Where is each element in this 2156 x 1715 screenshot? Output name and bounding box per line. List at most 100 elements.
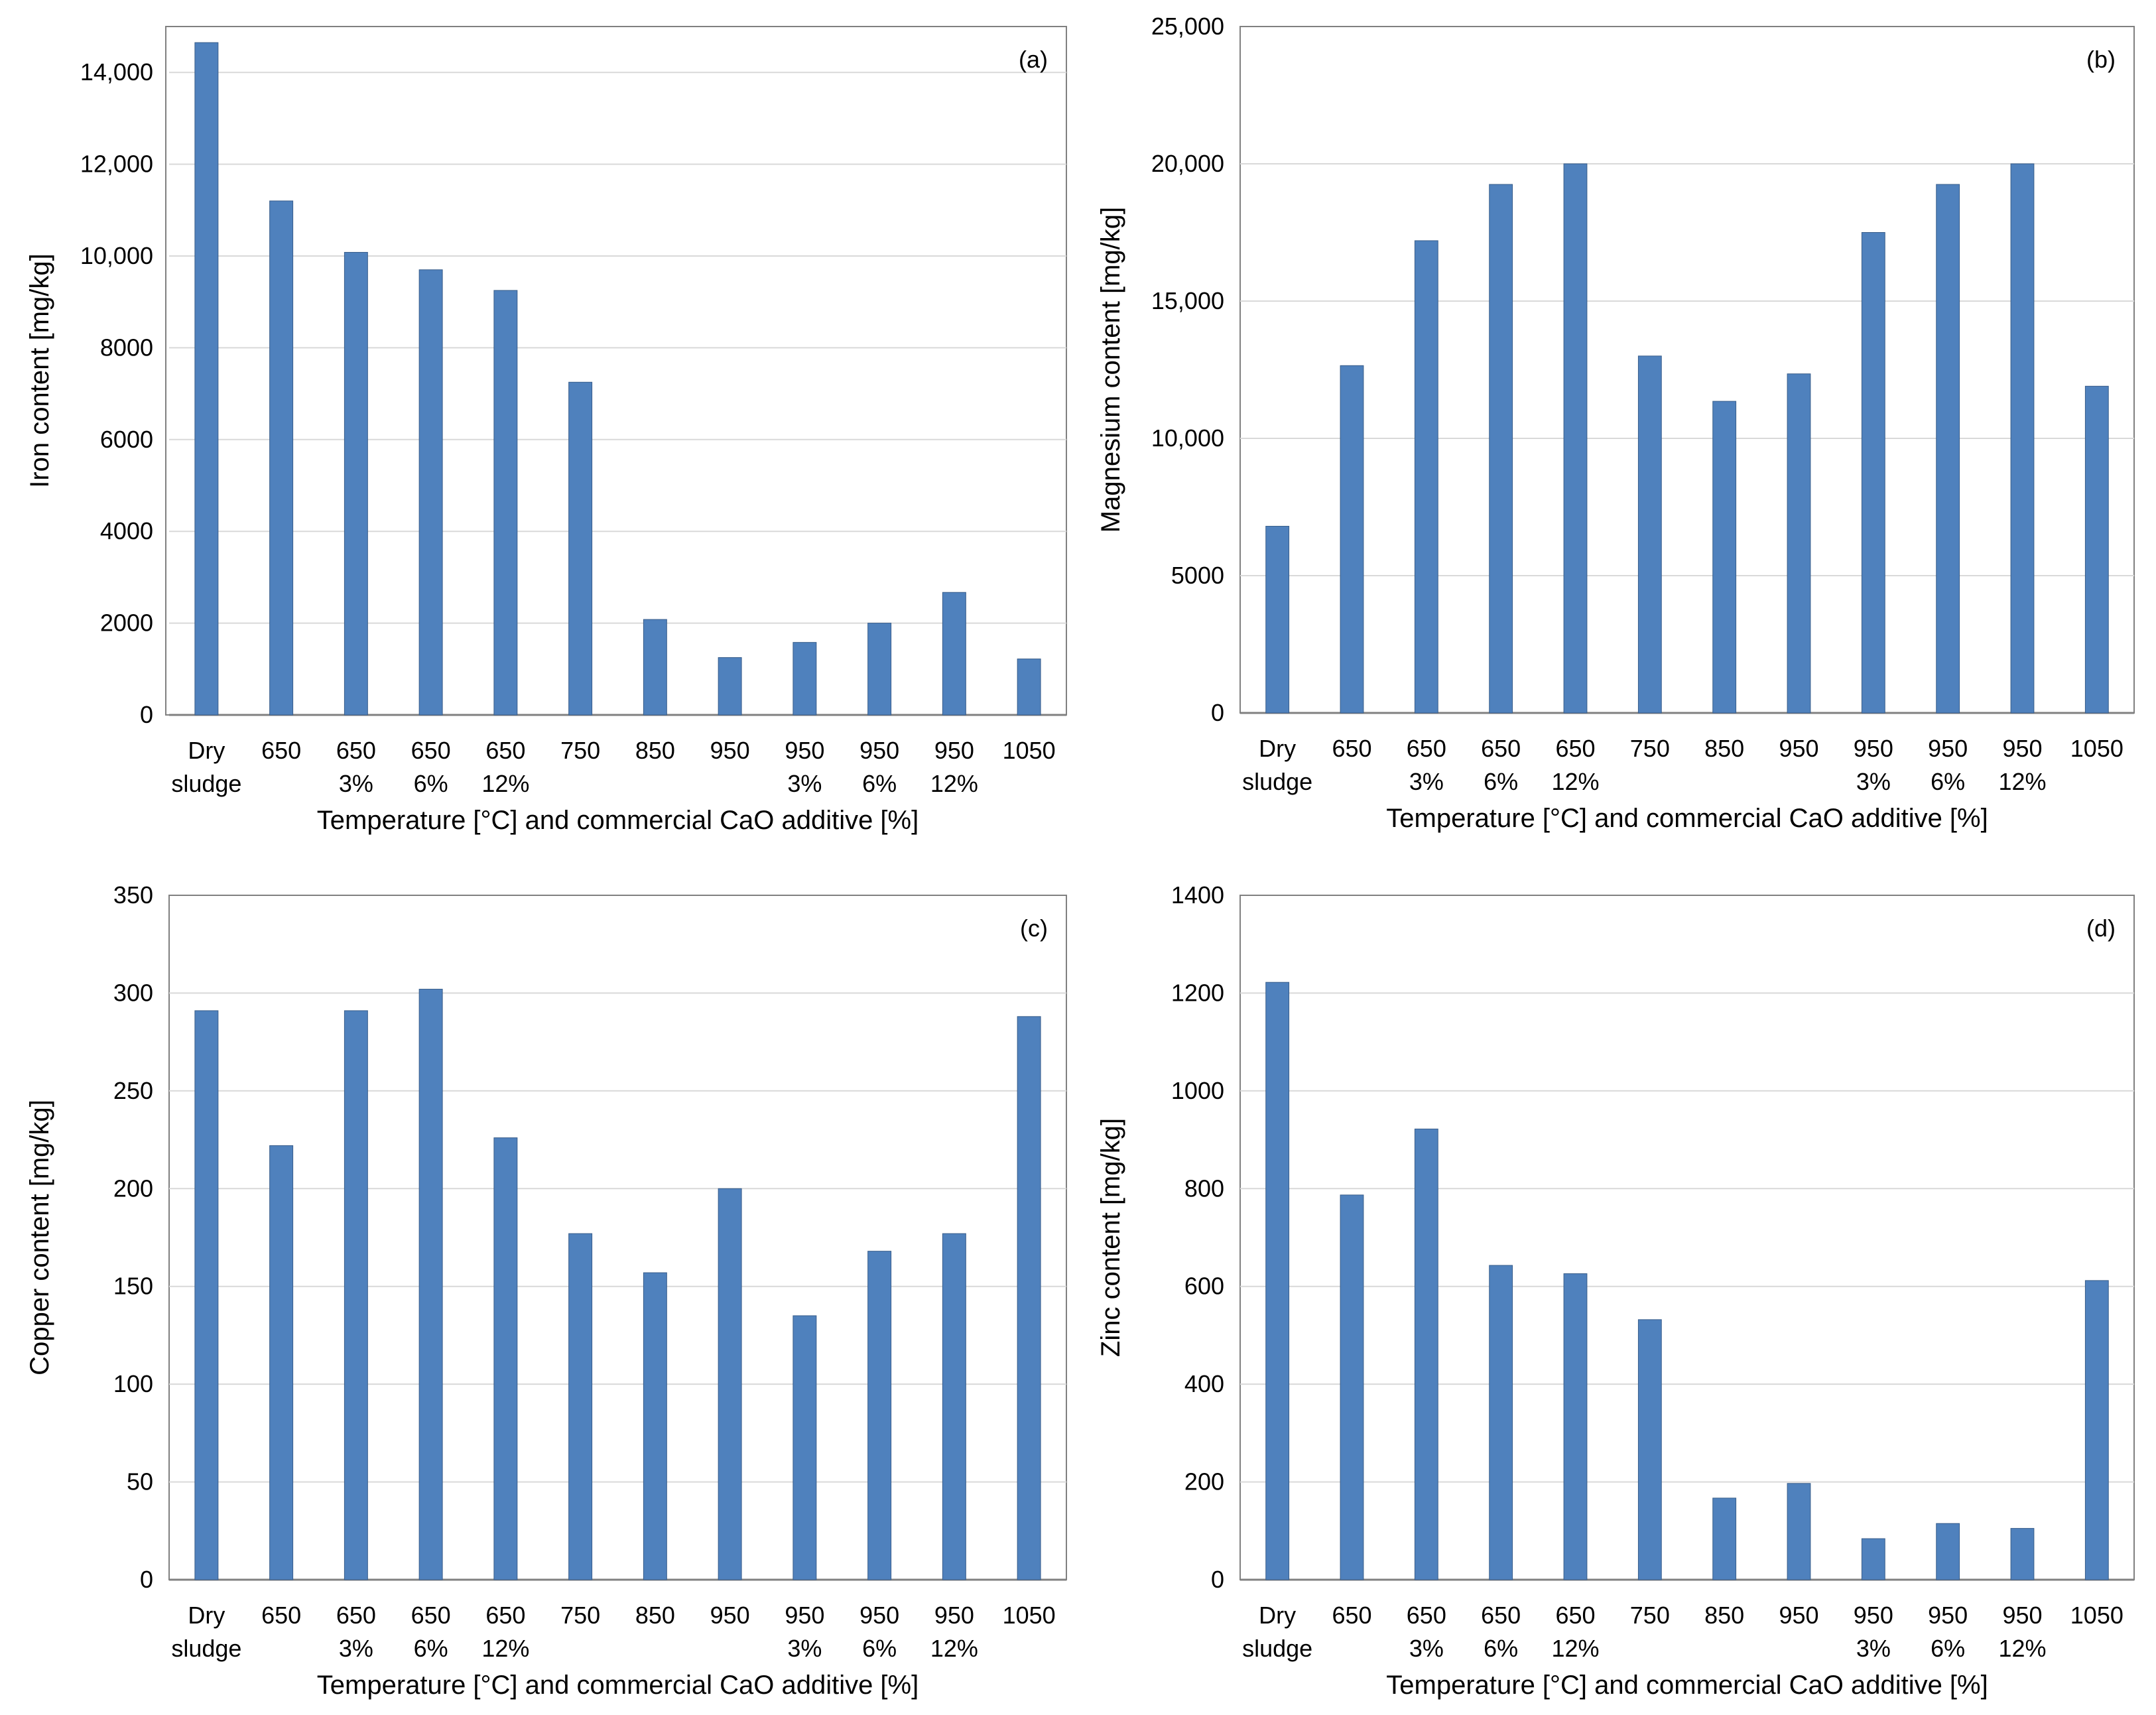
x-tick-label: 650 [411, 1602, 451, 1629]
x-tick-label: 650 [1555, 1602, 1595, 1629]
bar [1861, 232, 1885, 714]
y-tick-label: 50 [127, 1468, 153, 1495]
x-tick-label: 650 [336, 737, 376, 764]
bar [1017, 659, 1041, 716]
bar [418, 989, 443, 1580]
bar [493, 1137, 518, 1580]
x-tick-label: Dry [188, 737, 225, 764]
y-axis-title: Copper content [mg/kg] [25, 1100, 54, 1375]
bar [1414, 240, 1438, 714]
plot-frame [168, 895, 1067, 1580]
bar [867, 1251, 892, 1580]
x-tick-sublabel: 6% [1484, 1635, 1518, 1662]
bar [1489, 184, 1513, 714]
y-tick-label: 0 [140, 701, 153, 728]
x-tick-label: Dry [1259, 735, 1296, 762]
x-tick-label: 650 [1555, 735, 1595, 762]
x-tick-sublabel: 3% [339, 1635, 373, 1662]
bar [1861, 1538, 1885, 1580]
y-tick-label: 350 [113, 881, 153, 909]
bar [1936, 1523, 1960, 1580]
bar [568, 381, 593, 716]
x-tick-label: 950 [934, 737, 974, 764]
bar [643, 619, 667, 716]
bar [1340, 1194, 1364, 1580]
panel-label: (a) [1019, 46, 1048, 73]
y-tick-label: 400 [1184, 1370, 1224, 1397]
bar [1712, 401, 1737, 714]
y-axis-title: Iron content [mg/kg] [25, 253, 54, 488]
x-tick-label: 650 [336, 1602, 376, 1629]
x-tick-sublabel: 6% [862, 1635, 897, 1662]
x-tick-sublabel: 12% [1998, 768, 2046, 795]
x-tick-label: 1050 [1003, 1602, 1056, 1629]
x-tick-sublabel: sludge [171, 1635, 241, 1662]
bar [344, 1010, 368, 1580]
panel-label: (d) [2086, 915, 2116, 942]
x-tick-sublabel: 3% [1409, 1635, 1444, 1662]
x-tick-label: 650 [1481, 1602, 1521, 1629]
bar [643, 1272, 667, 1580]
y-tick-label: 0 [1211, 1566, 1224, 1593]
x-tick-label: 650 [411, 737, 451, 764]
x-tick-label: 950 [859, 1602, 899, 1629]
x-tick-label: 950 [785, 737, 824, 764]
x-tick-sublabel: 3% [1856, 1635, 1891, 1662]
x-axis-title: Temperature [°C] and commercial CaO addi… [317, 1671, 919, 1700]
x-axis-title: Temperature [°C] and commercial CaO addi… [1386, 804, 1988, 833]
x-tick-sublabel: sludge [171, 770, 241, 797]
x-tick-sublabel: 12% [930, 770, 978, 797]
x-tick-label: 1050 [2070, 735, 2124, 762]
bar [1787, 373, 1811, 714]
bar [269, 1145, 294, 1580]
x-axis-title: Temperature [°C] and commercial CaO addi… [317, 806, 919, 835]
x-tick-sublabel: 12% [1998, 1635, 2046, 1662]
x-tick-sublabel: 3% [1409, 768, 1444, 795]
y-tick-label: 250 [113, 1077, 153, 1104]
x-tick-label: 950 [1779, 1602, 1818, 1629]
x-tick-label: Dry [188, 1602, 225, 1629]
y-tick-label: 1200 [1171, 979, 1224, 1006]
x-tick-label: 650 [1407, 1602, 1446, 1629]
x-tick-label: 950 [1928, 735, 1968, 762]
bar [1265, 525, 1290, 714]
bar [1017, 1016, 1041, 1580]
y-tick-label: 0 [1211, 699, 1224, 726]
plot-frame [165, 26, 1067, 716]
bar [793, 642, 817, 716]
x-tick-label: 650 [485, 1602, 525, 1629]
y-tick-label: 14,000 [80, 58, 153, 86]
x-tick-sublabel: 12% [1551, 768, 1599, 795]
x-tick-label: 850 [635, 737, 675, 764]
bar [1414, 1128, 1438, 1580]
y-tick-label: 150 [113, 1273, 153, 1300]
x-tick-label: 750 [560, 737, 600, 764]
bar [718, 657, 742, 716]
bar [942, 1233, 966, 1580]
x-tick-label: 650 [1481, 735, 1521, 762]
panel-b-magnesium: 0 5000 10,000 15,000 20,000 25,000 Dry sludge 65… [1096, 13, 2135, 833]
bar [1563, 163, 1588, 714]
bar [344, 251, 368, 716]
bar [418, 269, 443, 716]
x-tick-label: 950 [710, 737, 750, 764]
x-tick-sublabel: 3% [1856, 768, 1891, 795]
x-tick-sublabel: 3% [787, 1635, 822, 1662]
y-tick-label: 100 [113, 1370, 153, 1397]
x-tick-label: 950 [2002, 735, 2042, 762]
x-tick-sublabel: 6% [862, 770, 897, 797]
bar [1265, 982, 1290, 1580]
panel-a-iron: 0 2000 4000 6000 8000 10,000 12,000 14,000 Dry sl… [25, 26, 1067, 835]
y-axis-title: Zinc content [mg/kg] [1096, 1118, 1125, 1357]
x-tick-label: 850 [1704, 1602, 1744, 1629]
x-tick-sublabel: 12% [1551, 1635, 1599, 1662]
x-tick-label: 950 [1928, 1602, 1968, 1629]
panel-c-copper: 0 50 100 150 200 250 300 350 Dry sludge 650 650 3% 65… [25, 881, 1067, 1700]
y-tick-label: 12,000 [80, 151, 153, 178]
x-tick-sublabel: 6% [1931, 1635, 1965, 1662]
bar [194, 42, 219, 716]
x-tick-label: 1050 [1003, 737, 1056, 764]
x-tick-label: 650 [485, 737, 525, 764]
bar [2010, 1528, 2035, 1580]
